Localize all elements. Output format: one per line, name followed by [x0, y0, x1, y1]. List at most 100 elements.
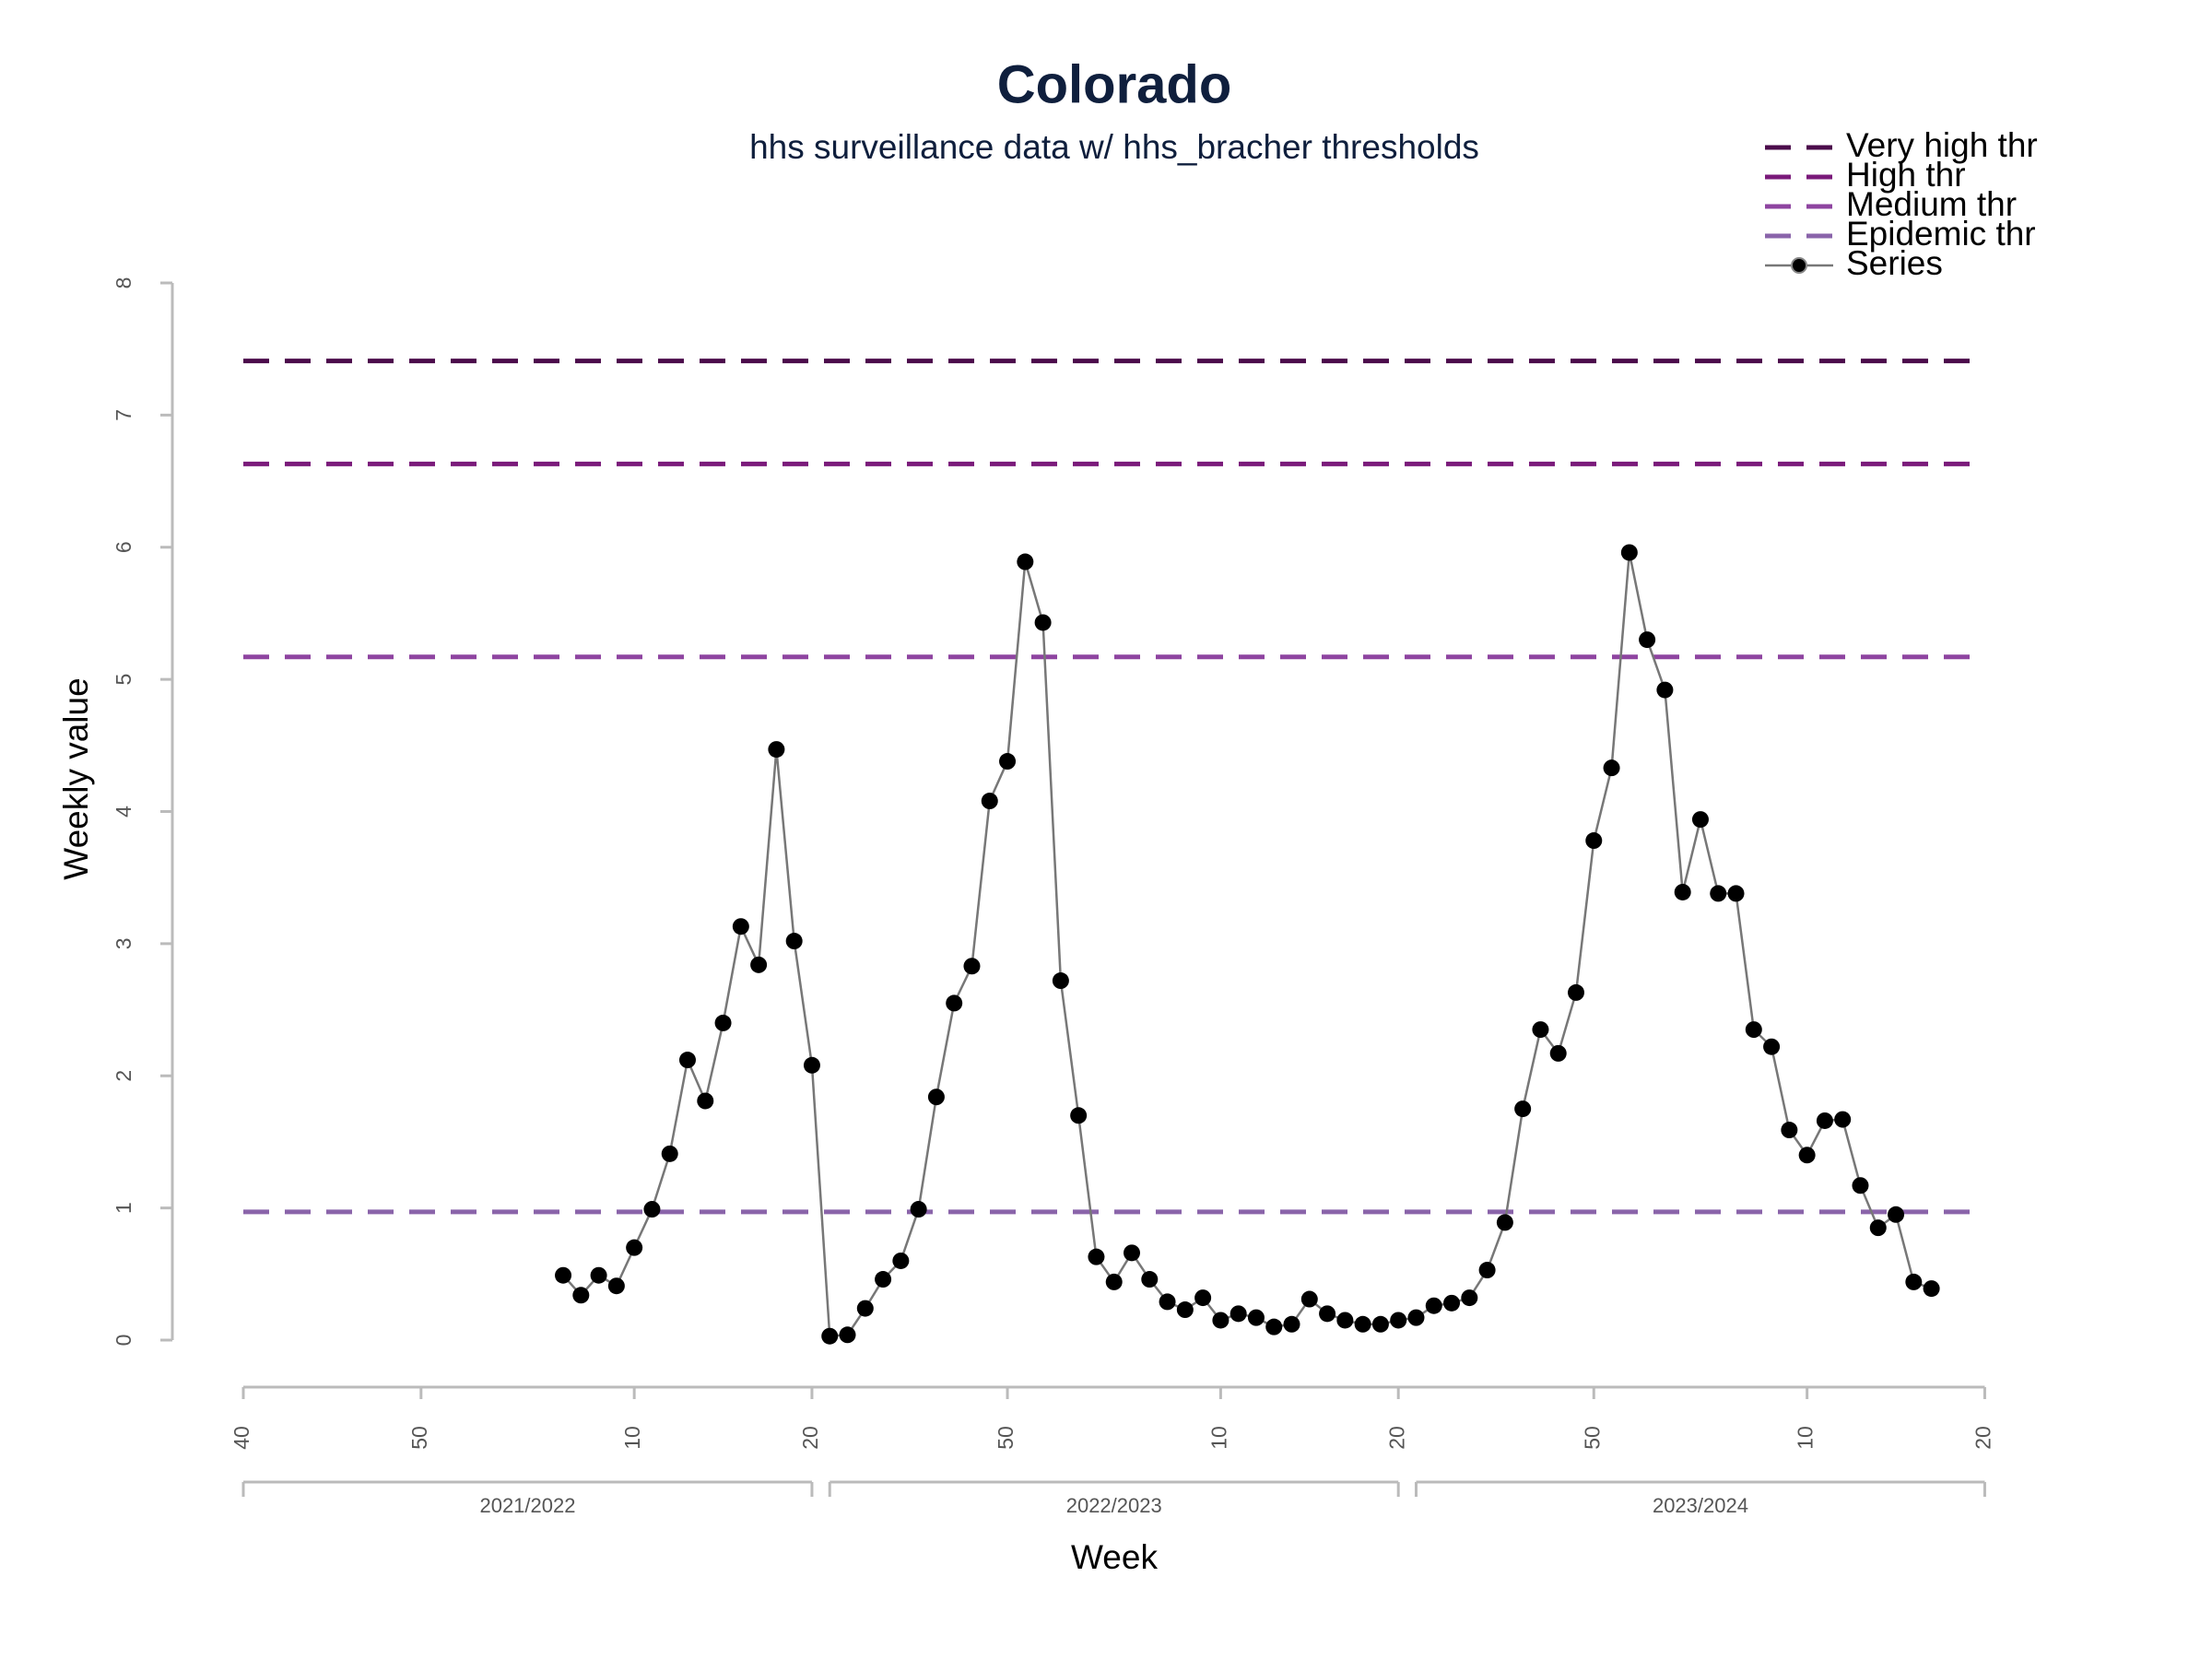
data-point: [785, 933, 803, 950]
legend-label: Series: [1846, 244, 1943, 282]
data-point: [821, 1327, 839, 1345]
data-point: [1265, 1318, 1283, 1335]
x-tick-label: 10: [620, 1426, 644, 1450]
data-point: [1496, 1214, 1513, 1231]
data-point: [1852, 1177, 1869, 1194]
data-point: [1070, 1107, 1088, 1124]
x-tick-label: 10: [1206, 1426, 1230, 1450]
data-point: [1905, 1273, 1923, 1290]
data-point: [1407, 1309, 1425, 1326]
x-tick-label: 20: [1384, 1426, 1408, 1450]
season-label: 2021/2022: [479, 1494, 575, 1517]
data-point: [1691, 811, 1709, 829]
data-point: [732, 918, 749, 935]
data-point: [1124, 1244, 1140, 1262]
data-point: [1763, 1038, 1781, 1055]
series-line: [562, 552, 1933, 1338]
data-point: [1461, 1289, 1478, 1307]
legend-label: Very high thr: [1846, 126, 2038, 164]
data-point: [1798, 1147, 1816, 1164]
data-point: [1017, 553, 1034, 571]
data-point: [1247, 1309, 1265, 1326]
data-point: [607, 1277, 625, 1295]
y-tick-label: 0: [112, 1335, 135, 1347]
data-point: [946, 994, 963, 1012]
data-point: [1923, 1280, 1940, 1298]
data-point: [875, 1271, 892, 1288]
data-point: [1159, 1293, 1176, 1311]
y-tick-label: 7: [112, 409, 135, 421]
data-point: [892, 1252, 910, 1269]
data-point: [1052, 972, 1069, 990]
data-point: [661, 1145, 678, 1162]
data-point: [1034, 614, 1052, 631]
data-point: [643, 1201, 661, 1218]
data-point: [1230, 1305, 1247, 1323]
data-point: [1088, 1248, 1105, 1265]
data-point: [999, 753, 1017, 771]
data-point: [1585, 832, 1603, 850]
x-tick-label: 10: [1794, 1426, 1818, 1450]
y-axis-title: Weekly value: [57, 677, 95, 879]
data-point: [1176, 1301, 1194, 1319]
y-tick-label: 3: [112, 937, 135, 949]
y-tick-label: 8: [112, 277, 135, 289]
data-point: [1443, 1294, 1461, 1312]
y-tick-label: 5: [112, 674, 135, 686]
data-point: [1478, 1262, 1496, 1279]
data-point: [1283, 1315, 1300, 1333]
data-point: [856, 1300, 874, 1317]
x-tick-label: 50: [994, 1426, 1018, 1450]
data-point: [1834, 1111, 1852, 1128]
chart-title: Colorado: [997, 54, 1232, 114]
data-point: [1514, 1100, 1532, 1118]
data-point: [1603, 759, 1620, 777]
data-point: [1656, 681, 1674, 699]
data-point: [555, 1266, 572, 1284]
data-point: [714, 1014, 732, 1031]
data-point: [750, 956, 768, 973]
data-point: [981, 793, 998, 810]
data-point: [803, 1056, 820, 1074]
data-point: [910, 1201, 927, 1218]
x-tick-label: 20: [1971, 1426, 1995, 1450]
data-point: [1336, 1312, 1354, 1329]
data-point: [626, 1239, 643, 1256]
y-tick-label: 6: [112, 541, 135, 553]
y-tick-label: 1: [112, 1202, 135, 1214]
data-point: [1354, 1315, 1371, 1333]
data-point: [1781, 1122, 1798, 1139]
data-point: [1319, 1305, 1336, 1323]
data-point: [697, 1092, 714, 1110]
data-point: [768, 741, 785, 759]
chart-subtitle: hhs surveillance data w/ hhs_bracher thr…: [749, 128, 1479, 166]
x-axis-title: Week: [1071, 1538, 1158, 1576]
legend-label: High thr: [1846, 156, 1966, 194]
x-tick-label: 40: [229, 1426, 253, 1450]
data-point: [1710, 885, 1727, 902]
y-tick-label: 4: [112, 806, 135, 818]
data-point: [1105, 1273, 1123, 1290]
data-point: [1869, 1219, 1887, 1237]
data-point: [1371, 1315, 1389, 1333]
x-tick-label: 20: [798, 1426, 822, 1450]
data-point: [1141, 1271, 1159, 1288]
data-point: [1212, 1312, 1230, 1329]
data-point: [1300, 1290, 1318, 1308]
data-point: [1549, 1044, 1567, 1062]
data-point: [1620, 544, 1638, 561]
data-point: [1888, 1206, 1905, 1223]
data-point: [1568, 983, 1584, 1001]
legend-label: Medium thr: [1846, 185, 2017, 223]
data-point: [590, 1266, 607, 1284]
data-point: [963, 958, 981, 975]
season-label: 2022/2023: [1066, 1494, 1162, 1517]
data-point: [1194, 1289, 1212, 1307]
data-point: [1816, 1112, 1833, 1129]
data-point: [1532, 1021, 1549, 1039]
data-point: [572, 1287, 590, 1304]
x-tick-label: 50: [1580, 1426, 1604, 1450]
data-point: [1745, 1021, 1762, 1039]
legend-swatch: [1791, 257, 1807, 274]
